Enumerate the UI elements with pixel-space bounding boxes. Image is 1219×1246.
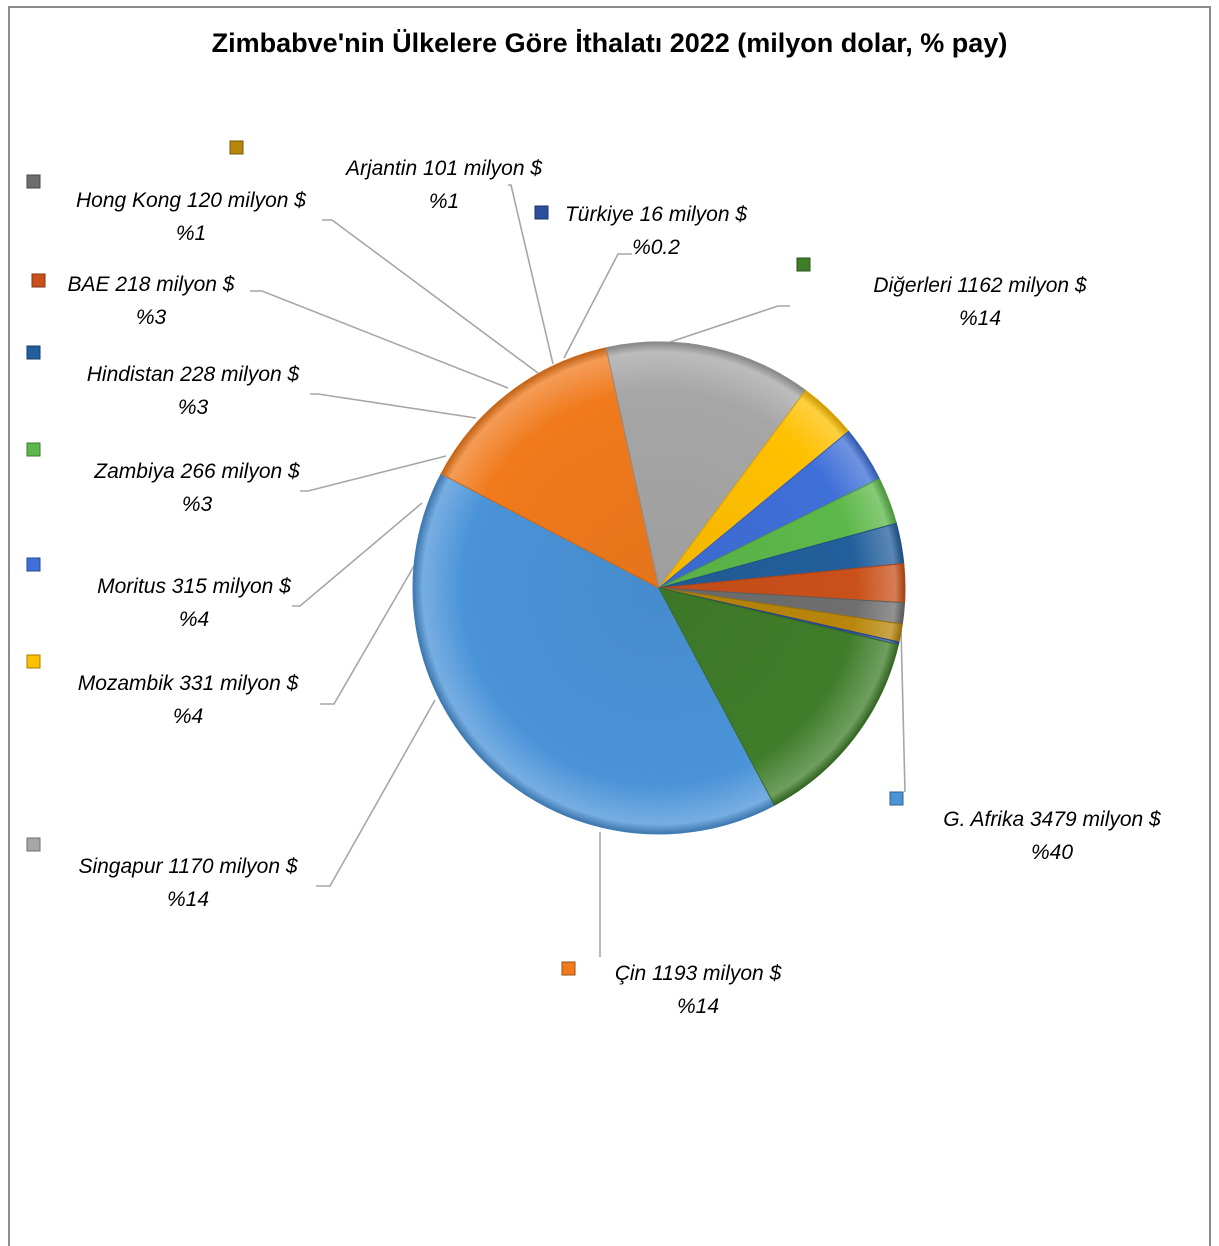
data-label-pct-hong-kong: %1 <box>176 222 206 245</box>
data-label-pct-g-afrika: %40 <box>1031 841 1073 864</box>
legend-key-t-rkiye <box>534 205 549 220</box>
data-label-bae: BAE 218 milyon $ <box>68 273 235 296</box>
leader-line-hong-kong <box>322 219 539 374</box>
chart-title: Zimbabve'nin Ülkelere Göre İthalatı 2022… <box>211 28 1008 58</box>
legend-key-arjantin <box>229 140 244 155</box>
data-label-pct-hindistan: %3 <box>178 396 209 419</box>
data-label--in: Çin 1193 milyon $ <box>615 962 782 985</box>
leader-line-arjantin <box>508 184 554 365</box>
data-label-pct-singapur: %14 <box>167 888 209 911</box>
pie-slice-g-afrika <box>412 473 776 835</box>
data-label-pct-di-erleri: %14 <box>959 307 1001 330</box>
legend-key-bae <box>31 273 46 288</box>
legend-key-di-erleri <box>796 257 811 272</box>
data-label-moritus: Moritus 315 milyon $ <box>97 575 291 598</box>
legend-key-moritus <box>26 557 41 572</box>
pie-slice-di-erleri <box>658 587 899 806</box>
leader-line-t-rkiye <box>563 253 632 359</box>
legend-key-zambiya <box>26 442 41 457</box>
pie-slice--in <box>440 347 660 589</box>
data-label-zambiya: Zambiya 266 milyon $ <box>93 460 300 483</box>
data-label-hong-kong: Hong Kong 120 milyon $ <box>76 189 306 212</box>
leader-line-hindistan <box>310 393 477 419</box>
legend-key-hindistan <box>26 345 41 360</box>
data-label-pct-mozambik: %4 <box>173 705 203 728</box>
data-label-pct-bae: %3 <box>136 306 167 329</box>
leader-line-di-erleri <box>669 305 790 343</box>
data-label-hindistan: Hindistan 228 milyon $ <box>87 363 300 386</box>
data-label-pct-zambiya: %3 <box>182 493 213 516</box>
leader-line-zambiya <box>300 455 447 492</box>
data-label-pct-t-rkiye: %0.2 <box>632 236 680 259</box>
legend-key--in <box>561 961 576 976</box>
legend-key-singapur <box>26 837 41 852</box>
legend-key-hong-kong <box>26 174 41 189</box>
pie-slice-singapur <box>605 341 807 590</box>
data-label-singapur: Singapur 1170 milyon $ <box>78 855 297 878</box>
data-label-pct-arjantin: %1 <box>429 190 459 213</box>
leader-line-mozambik <box>320 565 415 705</box>
data-label-pct--in: %14 <box>677 995 719 1018</box>
data-label-arjantin: Arjantin 101 milyon $ <box>344 157 542 180</box>
data-label-pct-moritus: %4 <box>179 608 209 631</box>
data-label-mozambik: Mozambik 331 milyon $ <box>78 672 299 695</box>
leader-line-g-afrika <box>900 627 906 793</box>
data-label-t-rkiye: Türkiye 16 milyon $ <box>565 203 747 226</box>
leader-line-singapur <box>316 699 436 887</box>
legend-key-g-afrika <box>889 791 904 806</box>
data-label-g-afrika: G. Afrika 3479 milyon $ <box>943 808 1161 831</box>
leader-line-moritus <box>292 502 423 607</box>
leader-line-bae <box>250 290 509 389</box>
data-label-di-erleri: Diğerleri 1162 milyon $ <box>873 274 1087 297</box>
legend-key-mozambik <box>26 654 41 669</box>
